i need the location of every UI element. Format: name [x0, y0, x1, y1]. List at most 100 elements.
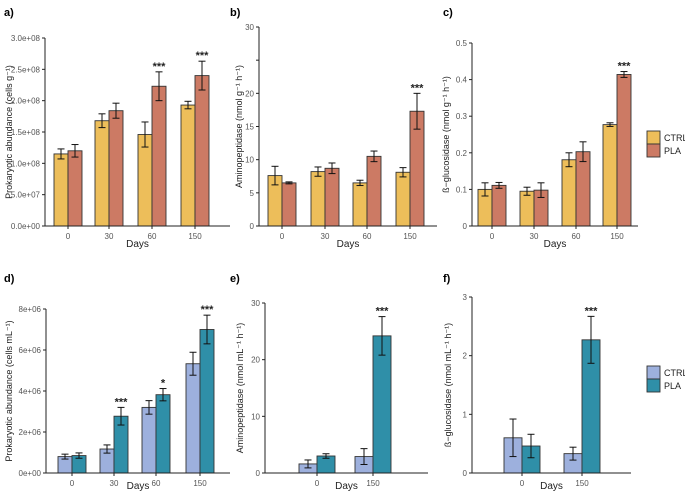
y-tick-label: 0.0e+00 — [11, 222, 41, 231]
y-tick-label: 4e+06 — [19, 387, 42, 396]
legend-label-pla: PLA — [664, 146, 681, 156]
y-tick-label: 5.0e+07 — [11, 191, 41, 200]
bar-ctrl-150 — [185, 363, 201, 474]
panel-label: e) — [230, 273, 240, 285]
bar-pla-60 — [151, 85, 167, 227]
y-tick-label: 10 — [251, 412, 260, 421]
bar-pla-30 — [324, 167, 340, 227]
bar-ctrl-150 — [395, 171, 411, 227]
legend: CTRL PLA — [646, 130, 685, 158]
panel-label: b) — [230, 7, 241, 19]
bar-ctrl-60 — [141, 406, 157, 474]
chart-panel-a: a) *** *** 0.0e+00 5.0e+07 1.0e+08 1.5e+08 2.0e… — [4, 7, 230, 250]
x-tick-label: 30 — [105, 232, 114, 241]
x-tick-label: 150 — [193, 479, 207, 488]
x-tick-label: 0 — [520, 479, 525, 488]
legend-swatch-ctrl — [646, 130, 661, 145]
significance-label: *** — [376, 306, 390, 318]
x-tick-label: 0 — [490, 232, 495, 241]
bar-pla-30 — [108, 110, 124, 227]
x-tick-label: 0 — [315, 479, 320, 488]
x-tick-label: 0 — [280, 232, 285, 241]
x-tick-label: 30 — [110, 479, 119, 488]
x-tick-label: 150 — [188, 232, 202, 241]
y-tick-label: 0 — [463, 222, 468, 231]
bar-pla-60 — [366, 155, 382, 227]
significance-label: *** — [201, 304, 215, 316]
y-tick-label: 8e+06 — [19, 305, 42, 314]
y-tick-label: 0.2 — [456, 149, 468, 158]
y-tick-label: 30 — [245, 23, 254, 32]
significance-label: * — [161, 378, 166, 390]
x-tick-label: 60 — [572, 232, 581, 241]
bar-ctrl-60 — [352, 182, 368, 227]
x-axis-label: Days — [126, 239, 149, 250]
y-tick-label: 0e+00 — [19, 469, 42, 478]
bar-ctrl-30 — [310, 171, 326, 227]
x-tick-label: 150 — [575, 479, 589, 488]
y-axis-label: ß−glucosidase (nmol g⁻¹ h⁻¹) — [441, 76, 451, 193]
bar-pla-60 — [575, 151, 591, 227]
y-tick-label: 0.5 — [456, 39, 468, 48]
significance-label: *** — [196, 50, 210, 62]
x-tick-label: 0 — [66, 232, 71, 241]
significance-label: *** — [153, 61, 167, 73]
y-tick-label: 2 — [463, 352, 468, 361]
bar-ctrl-150 — [602, 124, 618, 227]
y-axis-label: Prokaryotic abundance (cells mL⁻¹) — [4, 320, 14, 461]
x-axis-label: Days — [127, 481, 150, 492]
x-tick-label: 150 — [403, 232, 417, 241]
y-tick-label: 0 — [463, 469, 468, 478]
x-tick-label: 0 — [70, 479, 75, 488]
bar-pla-60 — [155, 394, 171, 474]
x-tick-label: 60 — [152, 479, 161, 488]
y-tick-label: 10 — [245, 156, 254, 165]
x-axis-label: Days — [335, 481, 358, 492]
y-tick-label: 2e+06 — [19, 428, 42, 437]
y-tick-label: 20 — [245, 89, 254, 98]
y-axis-label: ß−glucosidase (nmol mL⁻¹ h⁻¹) — [443, 323, 453, 447]
bar-pla-0 — [491, 184, 507, 227]
y-tick-label: 2.0e+08 — [11, 97, 41, 106]
y-tick-label: 1.0e+08 — [11, 159, 41, 168]
y-tick-label: 0.1 — [456, 185, 468, 194]
y-tick-label: 0.3 — [456, 112, 468, 121]
y-axis-label: Aminopeptidase (nmol g⁻¹ h⁻¹) — [234, 65, 244, 188]
x-axis-label: Days — [544, 239, 567, 250]
y-tick-label: 0.4 — [456, 76, 468, 85]
y-tick-label: 0 — [256, 469, 261, 478]
x-tick-label: 60 — [363, 232, 372, 241]
y-tick-label: 2.5e+08 — [11, 65, 41, 74]
panel-label: c) — [443, 7, 453, 19]
x-tick-label: 150 — [610, 232, 624, 241]
significance-label: *** — [618, 61, 632, 73]
bar-ctrl-60 — [561, 159, 577, 227]
legend-swatch-pla — [646, 378, 661, 393]
legend-label-pla: PLA — [664, 381, 681, 391]
y-tick-label: 1.5e+08 — [11, 128, 41, 137]
bar-pla-0 — [281, 182, 297, 227]
y-tick-label: 3 — [463, 293, 468, 302]
chart-panel-b: b) *** 0 5 10 15 20 30 0 30 60 150 Days Aminopeptidas… — [230, 7, 437, 250]
panel-label: f) — [443, 273, 451, 285]
y-tick-label: 6e+06 — [19, 346, 42, 355]
y-axis-label: Aminopeptidase (nmol mL⁻¹ h⁻¹) — [235, 323, 245, 454]
legend-swatch-pla — [646, 143, 661, 158]
panel-label: d) — [4, 273, 15, 285]
y-tick-label: 20 — [251, 356, 260, 365]
legend: CTRL PLA — [646, 365, 685, 393]
y-tick-label: 1 — [463, 410, 468, 419]
x-tick-label: 150 — [366, 479, 380, 488]
x-tick-label: 30 — [321, 232, 330, 241]
y-axis-label: Prokaryotic abundance (cells g⁻¹) — [4, 65, 14, 199]
bar-ctrl-30 — [519, 190, 535, 227]
bar-pla-150 — [372, 335, 392, 474]
legend-swatch-ctrl — [646, 365, 661, 380]
bar-pla-150 — [194, 75, 210, 227]
y-tick-label: 30 — [251, 299, 260, 308]
bar-pla-150 — [616, 74, 632, 227]
x-tick-label: 30 — [530, 232, 539, 241]
y-tick-label: 0 — [250, 222, 255, 231]
